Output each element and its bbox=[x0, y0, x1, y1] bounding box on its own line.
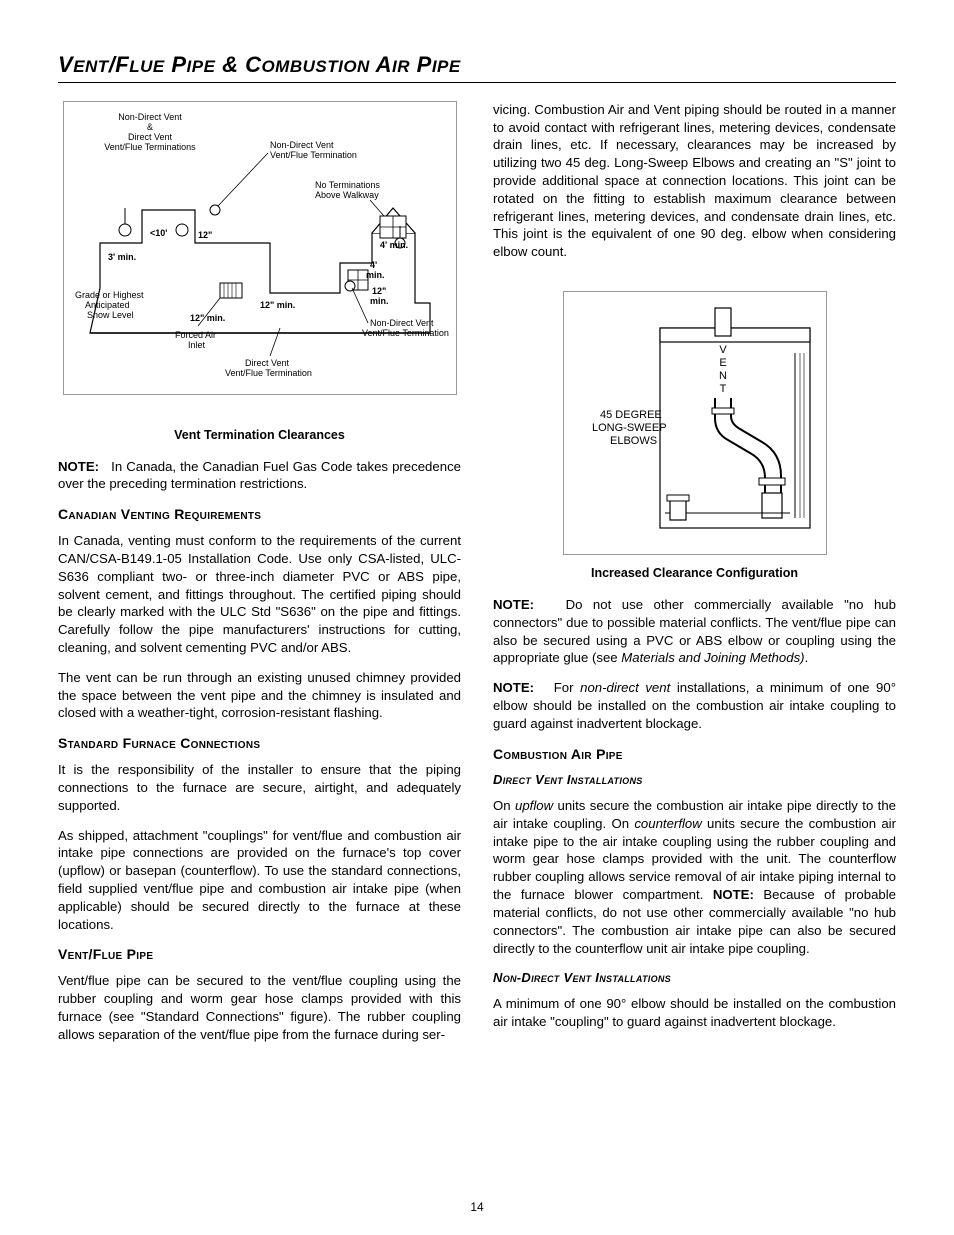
fig1-noterm-a: No Terminations bbox=[315, 180, 380, 190]
para-vicing: vicing. Combustion Air and Vent piping s… bbox=[493, 101, 896, 261]
fig2-t: T bbox=[719, 383, 726, 395]
fig1-forced-a: Forced Air bbox=[175, 330, 216, 340]
fig1-title2: & bbox=[146, 122, 152, 132]
fig1-4min2-b: min. bbox=[366, 270, 385, 280]
fig1-lt10: <10' bbox=[150, 228, 167, 238]
note-nohub: NOTE: Do not use other commercially avai… bbox=[493, 596, 896, 667]
heading-nondirect-vent: Non-Direct Vent Installations bbox=[493, 969, 896, 987]
fig1-grade-c: Snow Level bbox=[87, 310, 134, 320]
fig2-el2: LONG-SWEEP bbox=[592, 422, 667, 434]
fig1-caption: Vent Termination Clearances bbox=[58, 427, 461, 444]
fig2-caption: Increased Clearance Configuration bbox=[493, 565, 896, 582]
para-responsibility: It is the responsibility of the installe… bbox=[58, 761, 461, 814]
figure-vent-termination: Non-Direct Vent & Direct Vent Vent/Flue … bbox=[63, 101, 457, 395]
fig1-ndv-label-b: Vent/Flue Termination bbox=[270, 150, 357, 160]
para-upflow: On upflow units secure the combustion ai… bbox=[493, 797, 896, 957]
fig1-12min3-a: 12" bbox=[372, 286, 386, 296]
para-shipped: As shipped, attachment "couplings" for v… bbox=[58, 827, 461, 934]
page-number: 14 bbox=[0, 1199, 954, 1215]
fig1-ndv2-a: Non-Direct Vent bbox=[370, 318, 434, 328]
fig1-forced-b: Inlet bbox=[188, 340, 206, 350]
fig1-4min2-a: 4' bbox=[370, 260, 377, 270]
fig1-ndv-label-a: Non-Direct Vent bbox=[270, 140, 334, 150]
fig2-v: V bbox=[719, 344, 727, 356]
fig1-12a: 12" bbox=[198, 230, 212, 240]
heading-standard-furnace: Standard Furnace Connections bbox=[58, 734, 461, 753]
heading-combustion-air: Combustion Air Pipe bbox=[493, 745, 896, 764]
para-ventflue: Vent/flue pipe can be secured to the ven… bbox=[58, 972, 461, 1043]
heading-direct-vent: Direct Vent Installations bbox=[493, 771, 896, 789]
note-canada: NOTE: In Canada, the Canadian Fuel Gas C… bbox=[58, 458, 461, 494]
fig1-noterm-b: Above Walkway bbox=[315, 190, 379, 200]
fig1-title1: Non-Direct Vent bbox=[118, 112, 182, 122]
fig2-el1: 45 DEGREE bbox=[600, 409, 662, 421]
section-title: VENT/FLUE PIPE & COMBUSTION AIR PIPE bbox=[58, 50, 896, 83]
fig1-12min2: 12" min. bbox=[190, 313, 225, 323]
fig1-12min3-b: min. bbox=[370, 296, 389, 306]
fig1-grade-a: Grade or Highest bbox=[75, 290, 144, 300]
fig1-grade-b: Anticipated bbox=[85, 300, 130, 310]
fig1-3min: 3' min. bbox=[108, 252, 136, 262]
figure-increased-clearance: V E N T 45 DEGREE LONG-SWEEP ELBOWS bbox=[563, 291, 827, 555]
fig1-title4: Vent/Flue Terminations bbox=[104, 142, 196, 152]
fig1-12min1: 12" min. bbox=[260, 300, 295, 310]
fig1-title3: Direct Vent bbox=[127, 132, 172, 142]
heading-vent-flue: Vent/Flue Pipe bbox=[58, 945, 461, 964]
heading-canadian-venting: Canadian Venting Requirements bbox=[58, 505, 461, 524]
fig2-e: E bbox=[719, 357, 726, 369]
left-column: Non-Direct Vent & Direct Vent Vent/Flue … bbox=[58, 101, 461, 1056]
note-nondirect: NOTE: For non-direct vent installations,… bbox=[493, 679, 896, 732]
right-column: vicing. Combustion Air and Vent piping s… bbox=[493, 101, 896, 1056]
fig2-el3: ELBOWS bbox=[610, 435, 657, 447]
fig1-dv-a: Direct Vent bbox=[245, 358, 290, 368]
para-chimney: The vent can be run through an existing … bbox=[58, 669, 461, 722]
fig2-n: N bbox=[719, 370, 727, 382]
fig1-dv-b: Vent/Flue Termination bbox=[225, 368, 312, 378]
para-min90: A minimum of one 90° elbow should be ins… bbox=[493, 995, 896, 1031]
para-canadian: In Canada, venting must conform to the r… bbox=[58, 532, 461, 657]
fig1-ndv2-b: Vent/Flue Termination bbox=[362, 328, 449, 338]
fig1-4min1: 4' min. bbox=[380, 240, 408, 250]
